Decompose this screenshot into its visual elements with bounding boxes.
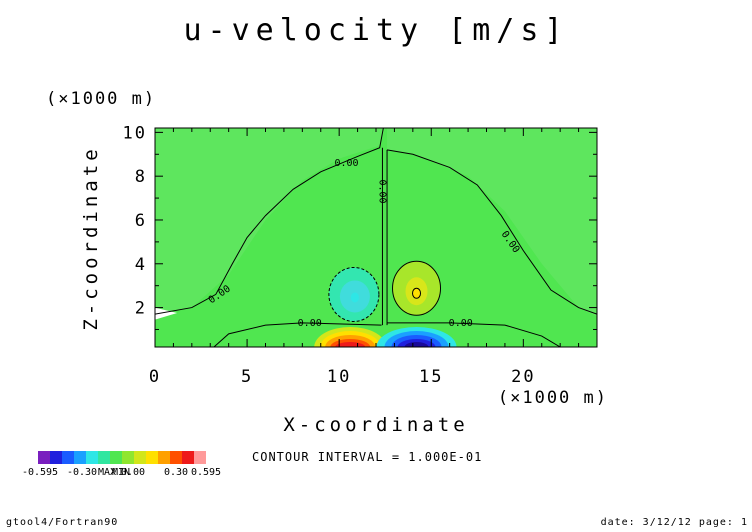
contour-label: 0.00 [298, 318, 322, 329]
y-tick-label: 4 [135, 255, 147, 275]
negative-core-contour [328, 266, 380, 322]
plot-area [155, 128, 597, 347]
colorbar-label: 0.30 [164, 467, 188, 478]
x-axis-label: X-coordinate [283, 414, 468, 436]
contour-lines [155, 128, 597, 347]
colorbar-swatch [122, 451, 134, 464]
bottom-negative-band-4 [404, 342, 429, 347]
footer-left: gtool4/Fortran90 [6, 517, 118, 528]
footer-right: date: 3/12/12 page: 1 [601, 517, 748, 528]
colorbar-swatch [38, 451, 50, 464]
contour-label: 0.00 [376, 179, 387, 203]
positive-core-center [412, 288, 421, 299]
colorbar-swatch [158, 451, 170, 464]
colorbar-label: MIN [112, 467, 130, 478]
axes: 0 5 10 15 20 2 4 6 8 10 [123, 123, 598, 387]
colorbar-label: -0.595 [22, 467, 58, 478]
colorbar-swatch [170, 451, 182, 464]
positive-center-contour [412, 287, 422, 299]
left-edge-gap [155, 307, 178, 320]
x-tick-label: 5 [241, 367, 253, 387]
x-tick-label: 0 [149, 367, 161, 387]
colorbar-swatch [98, 451, 110, 464]
x-tick-label: 10 [327, 367, 351, 387]
contour-label: 0.00 [334, 158, 358, 169]
x-axis-unit: (×1000 m) [498, 388, 608, 408]
upper-right-region [387, 128, 597, 317]
contour-label: 0.00 [449, 318, 473, 329]
contour-interval-text: CONTOUR INTERVAL = 1.000E-01 [252, 450, 482, 464]
colorbar-swatch [74, 451, 86, 464]
zero-contour-low-right [387, 322, 561, 347]
colorbar-swatch [50, 451, 62, 464]
colorbar-swatch [194, 451, 206, 464]
y-tick-label: 10 [123, 123, 147, 143]
chart-title: u-velocity [m/s] [184, 13, 569, 48]
colorbar-swatch [146, 451, 158, 464]
colorbar-swatch [62, 451, 74, 464]
colorbar-swatch [182, 451, 194, 464]
zero-contour-low-left [213, 322, 382, 347]
negative-core-center [350, 292, 359, 303]
zero-contour-right [386, 149, 597, 315]
y-tick-label: 6 [135, 211, 147, 231]
y-tick-label: 8 [135, 167, 147, 187]
upper-left-region [155, 128, 386, 315]
colorbar-swatch [110, 451, 122, 464]
colorbar-label: MAX [98, 467, 116, 478]
x-tick-label: 15 [419, 367, 443, 387]
y-axis-label: Z-coordinate [80, 145, 102, 330]
colorbar-swatch [134, 451, 146, 464]
colorbar-label: -0.30 [67, 467, 97, 478]
positive-core-contour [392, 260, 442, 316]
y-tick-label: 2 [135, 299, 147, 319]
colorbar-label: 0.595 [191, 467, 221, 478]
colorbar-swatch [86, 451, 98, 464]
y-axis-unit: (×1000 m) [46, 89, 156, 109]
x-tick-label: 20 [511, 367, 535, 387]
colorbar-label: 0.00 [121, 467, 145, 478]
zero-contour-left [155, 128, 384, 315]
